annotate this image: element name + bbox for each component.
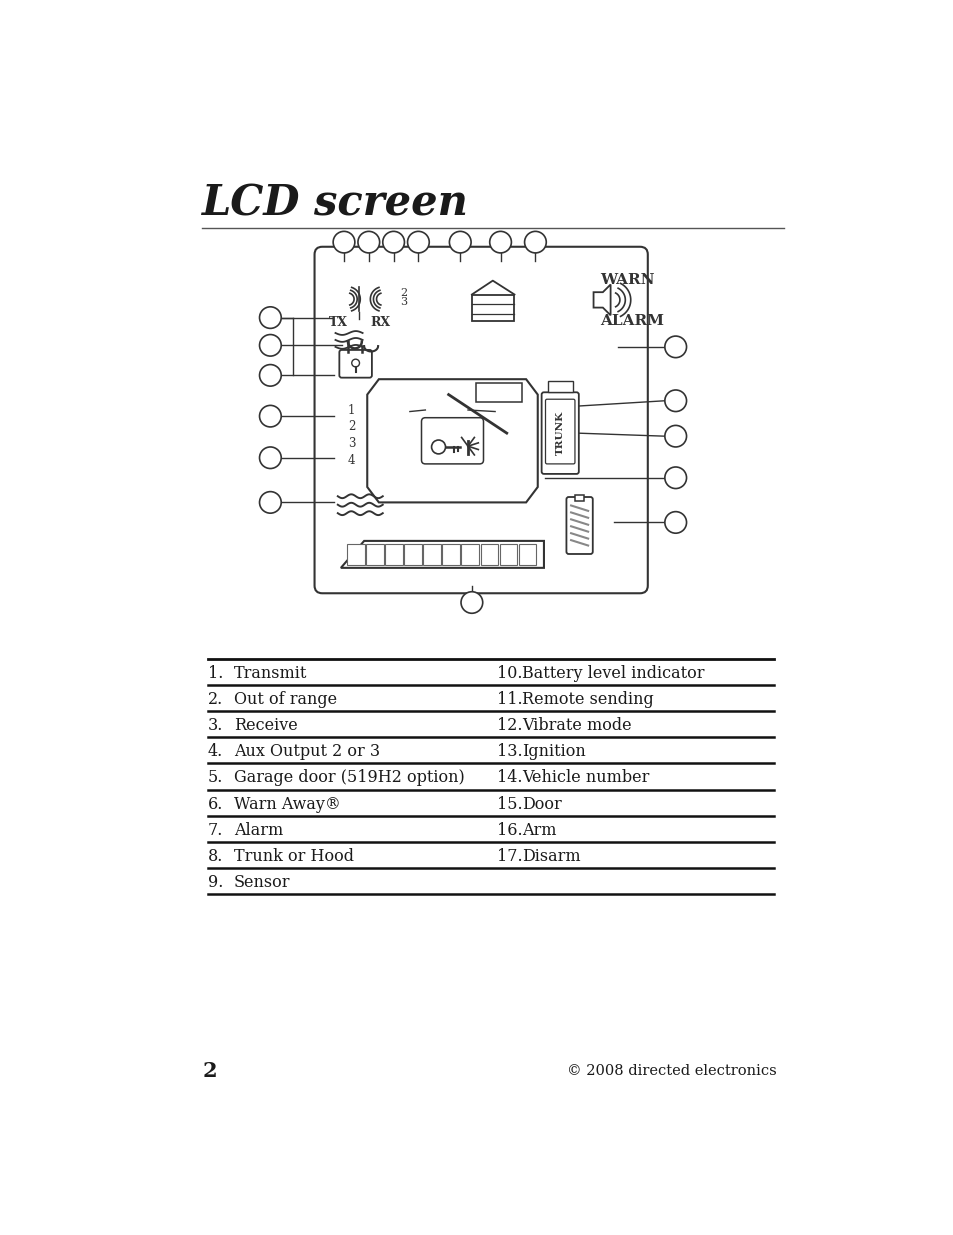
Text: Sensor: Sensor — [233, 874, 290, 890]
Text: Warn Away®: Warn Away® — [233, 795, 340, 813]
Text: 11.: 11. — [497, 690, 521, 708]
Circle shape — [449, 231, 471, 253]
Circle shape — [664, 467, 686, 489]
Polygon shape — [593, 284, 610, 315]
Text: 8.: 8. — [208, 848, 223, 864]
Text: Disarm: Disarm — [521, 848, 580, 864]
Circle shape — [664, 336, 686, 358]
Text: 2: 2 — [202, 1061, 216, 1081]
Polygon shape — [340, 541, 543, 568]
Circle shape — [259, 306, 281, 329]
Text: 12.: 12. — [497, 718, 521, 734]
Text: LCD screen: LCD screen — [202, 183, 469, 225]
Text: 14.: 14. — [497, 769, 521, 787]
Text: 1.: 1. — [208, 664, 223, 682]
Text: © 2008 directed electronics: © 2008 directed electronics — [566, 1063, 776, 1078]
Text: TRUNK: TRUNK — [556, 411, 564, 456]
FancyBboxPatch shape — [339, 350, 372, 378]
Bar — [442, 543, 459, 564]
FancyBboxPatch shape — [541, 393, 578, 474]
Text: 3: 3 — [348, 437, 355, 451]
Text: 2: 2 — [399, 288, 407, 299]
Text: 16.: 16. — [497, 821, 521, 839]
Bar — [547, 380, 572, 391]
Bar — [385, 543, 402, 564]
Text: Door: Door — [521, 795, 561, 813]
Circle shape — [357, 231, 379, 253]
Text: 3: 3 — [399, 296, 407, 306]
Bar — [476, 383, 521, 403]
Text: WARN: WARN — [599, 273, 654, 287]
Text: Battery level indicator: Battery level indicator — [521, 664, 704, 682]
Text: 2: 2 — [348, 420, 355, 433]
Bar — [423, 543, 440, 564]
Circle shape — [431, 440, 445, 454]
Bar — [518, 543, 536, 564]
Circle shape — [333, 231, 355, 253]
Circle shape — [259, 492, 281, 514]
Text: TX: TX — [329, 316, 348, 329]
Text: 6.: 6. — [208, 795, 223, 813]
Text: 9.: 9. — [208, 874, 223, 890]
FancyBboxPatch shape — [314, 247, 647, 593]
Bar — [499, 543, 517, 564]
Bar — [404, 543, 421, 564]
Polygon shape — [367, 379, 537, 503]
Text: Vibrate mode: Vibrate mode — [521, 718, 631, 734]
Circle shape — [407, 231, 429, 253]
Circle shape — [259, 447, 281, 468]
Bar — [461, 543, 478, 564]
Circle shape — [352, 359, 359, 367]
Circle shape — [259, 364, 281, 387]
Text: 1: 1 — [348, 404, 355, 416]
Text: 17.: 17. — [497, 848, 521, 864]
Circle shape — [460, 592, 482, 614]
Text: 15.: 15. — [497, 795, 521, 813]
Text: Alarm: Alarm — [233, 821, 283, 839]
FancyBboxPatch shape — [566, 496, 592, 555]
Circle shape — [524, 231, 546, 253]
Text: Ignition: Ignition — [521, 743, 585, 761]
Text: Receive: Receive — [233, 718, 297, 734]
Text: 4.: 4. — [208, 743, 223, 761]
Text: Aux Output 2 or 3: Aux Output 2 or 3 — [233, 743, 379, 761]
Circle shape — [259, 405, 281, 427]
Text: Trunk or Hood: Trunk or Hood — [233, 848, 354, 864]
FancyBboxPatch shape — [421, 417, 483, 464]
Text: 10.: 10. — [497, 664, 521, 682]
Circle shape — [664, 390, 686, 411]
Text: 2.: 2. — [208, 690, 223, 708]
Bar — [347, 543, 364, 564]
Text: Garage door (519H2 option): Garage door (519H2 option) — [233, 769, 464, 787]
Text: 13.: 13. — [497, 743, 521, 761]
Text: Remote sending: Remote sending — [521, 690, 654, 708]
Text: Arm: Arm — [521, 821, 557, 839]
Circle shape — [664, 511, 686, 534]
Text: 4: 4 — [348, 454, 355, 467]
Text: 3.: 3. — [208, 718, 223, 734]
Circle shape — [664, 425, 686, 447]
Bar — [366, 543, 383, 564]
Text: ALARM: ALARM — [599, 314, 663, 327]
Circle shape — [382, 231, 404, 253]
Text: Transmit: Transmit — [233, 664, 307, 682]
Bar — [472, 294, 514, 321]
FancyBboxPatch shape — [545, 399, 575, 464]
Circle shape — [489, 231, 511, 253]
Text: Vehicle number: Vehicle number — [521, 769, 649, 787]
Text: 5.: 5. — [208, 769, 223, 787]
Bar — [575, 495, 583, 501]
Text: Out of range: Out of range — [233, 690, 336, 708]
Bar — [480, 543, 497, 564]
Text: 7.: 7. — [208, 821, 223, 839]
Text: RX: RX — [370, 316, 390, 329]
Circle shape — [259, 335, 281, 356]
